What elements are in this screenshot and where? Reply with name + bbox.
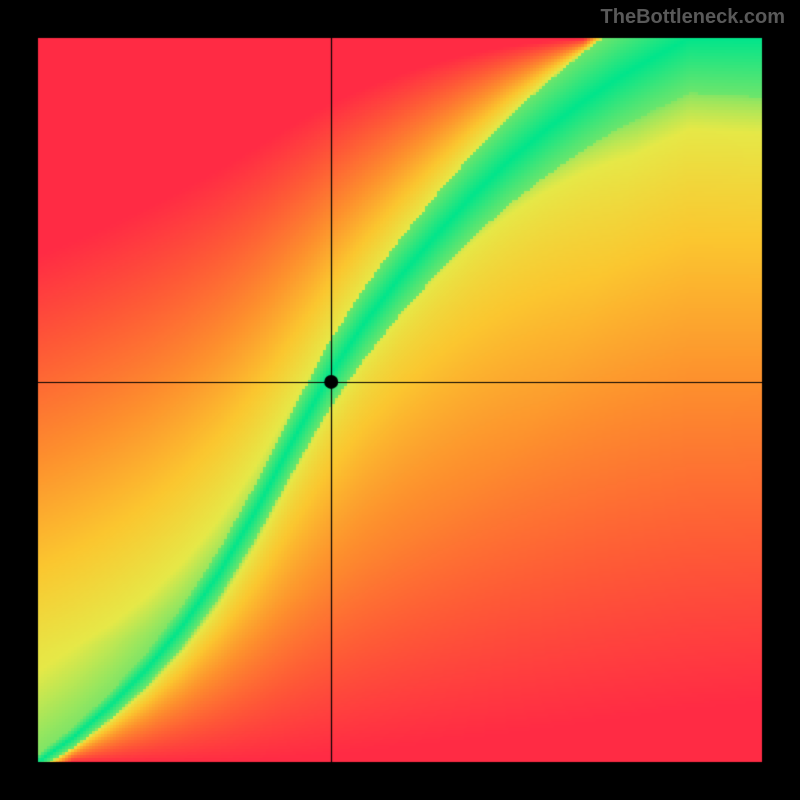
source-watermark: TheBottleneck.com (601, 6, 785, 29)
chart-container: TheBottleneck.com (0, 0, 800, 800)
bottleneck-heatmap (0, 0, 800, 800)
